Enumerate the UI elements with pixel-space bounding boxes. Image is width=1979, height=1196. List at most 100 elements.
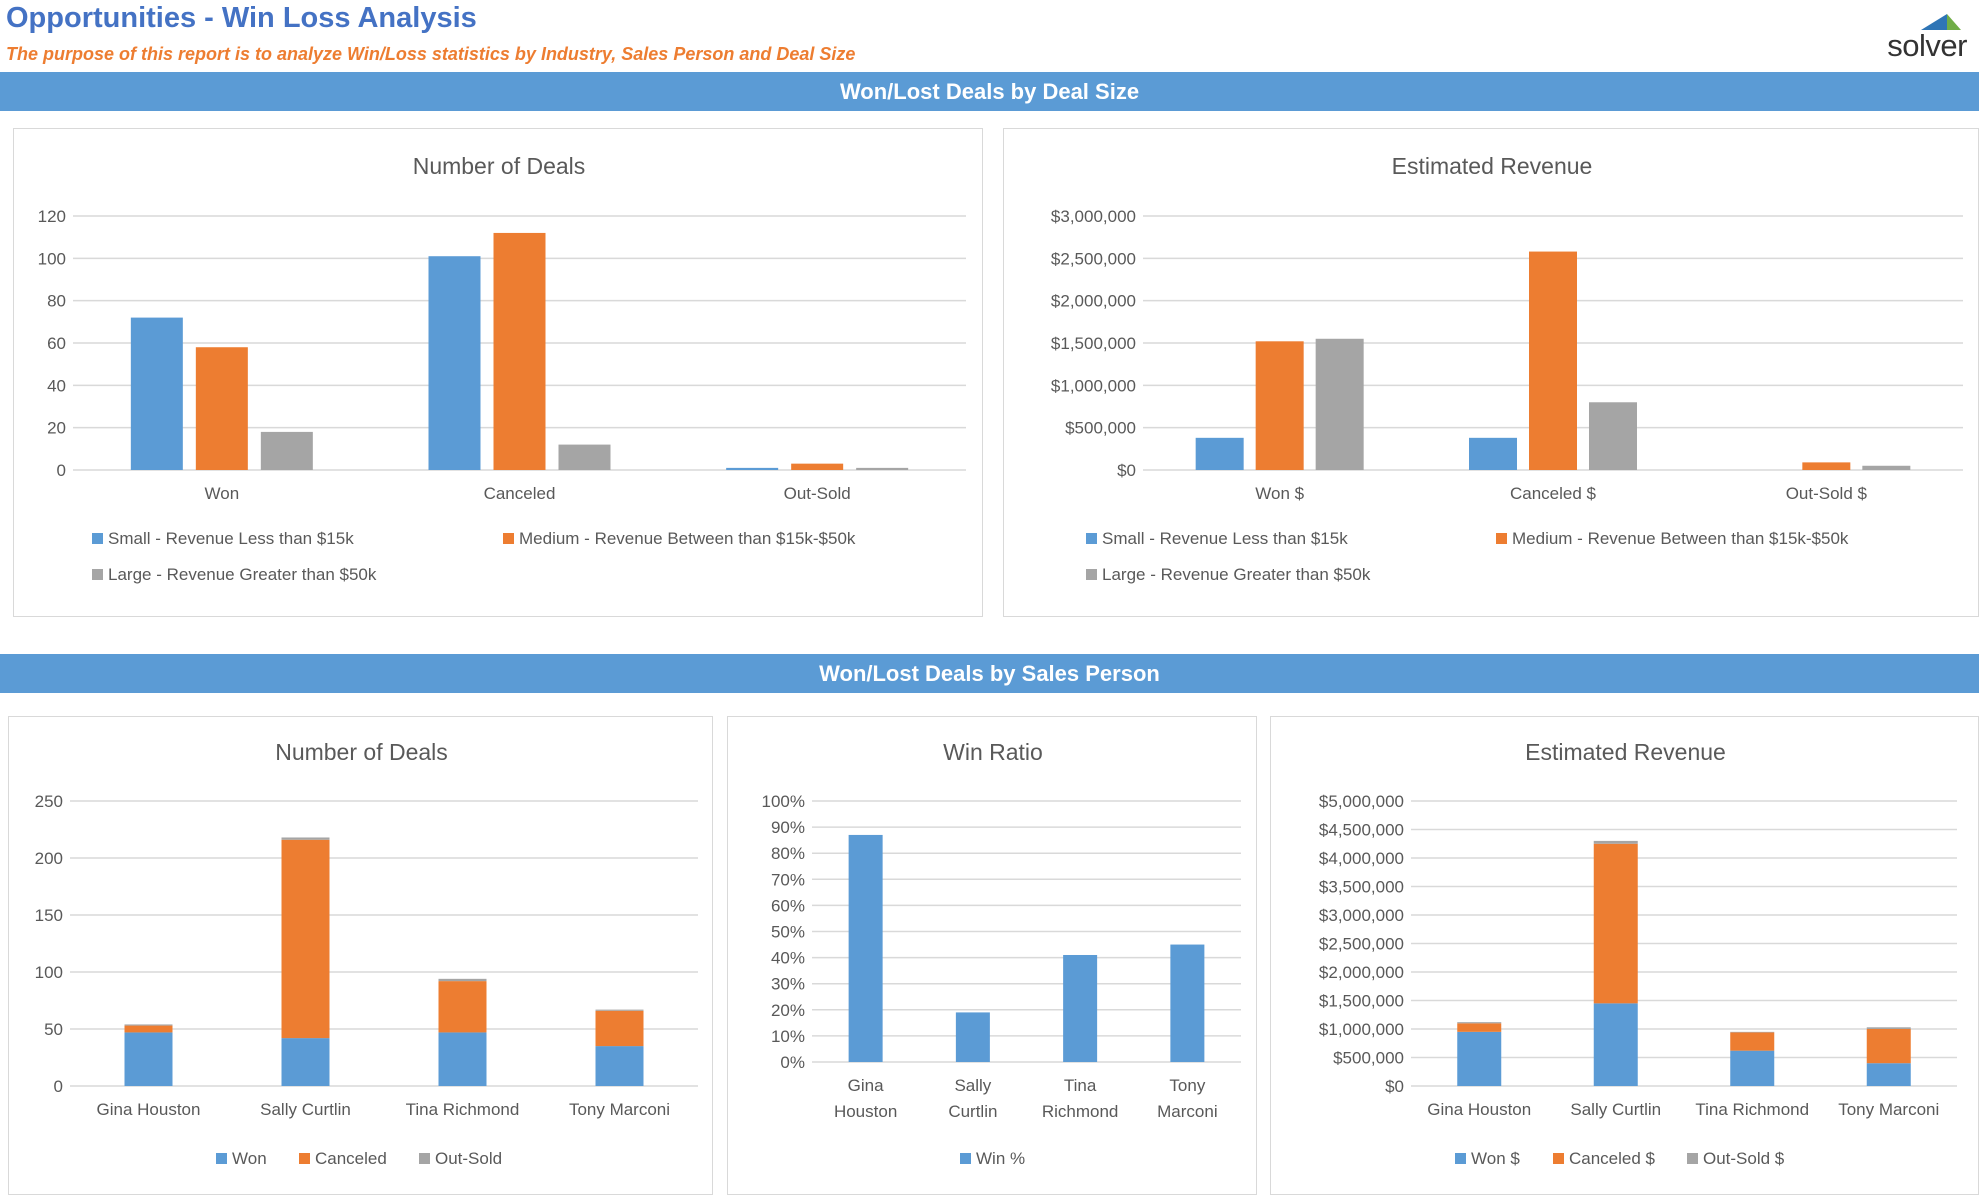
bar-won--1 <box>1593 1003 1638 1086</box>
chart-panel-revenue-by-person: Estimated Revenue $0 $500,000 $1,000,000 $1,… <box>1270 716 1979 1195</box>
bar-canceled-2 <box>438 981 487 1033</box>
bar-out-sold-0 <box>124 1024 173 1026</box>
legend-label: Canceled $ <box>1569 1149 1656 1168</box>
legend-label: Small - Revenue Less than $15k <box>1102 529 1348 548</box>
bar-out-sold--1 <box>1593 840 1638 844</box>
category-label: Tony Marconi <box>1838 1100 1939 1119</box>
bar-won-3 <box>595 1046 644 1086</box>
y-tick-label: $1,000,000 <box>1051 376 1136 395</box>
bar-series0-1 <box>428 256 481 470</box>
bar-out-sold--0 <box>1457 1022 1502 1024</box>
chart-title: Estimated Revenue <box>1392 153 1593 179</box>
chart-deals-by-person: Number of Deals 0 50 100 150 200 250 Gina Houst… <box>35 739 698 1168</box>
category-label: Gina Houston <box>834 1076 897 1121</box>
bar-canceled--3 <box>1866 1029 1911 1064</box>
category-label: Tina Richmond <box>406 1100 520 1119</box>
chart-panel-win-ratio: Win Ratio 0% 10% 20% 30% 40% 50% 60% 70% 80% 90% 10… <box>727 716 1257 1195</box>
bar-won--0 <box>1457 1031 1502 1086</box>
y-tick-label: 40 <box>47 376 66 395</box>
category-label: Tony Marconi <box>1157 1076 1217 1121</box>
bar-series1-1 <box>493 232 546 470</box>
bar-canceled-1 <box>281 839 330 1039</box>
category-label: Tina Richmond <box>1042 1076 1119 1121</box>
bar-won--3 <box>1866 1063 1911 1086</box>
category-label: Won <box>205 484 240 503</box>
legend-swatch <box>960 1153 971 1164</box>
bar-won--2 <box>1730 1050 1775 1086</box>
bar-canceled-3 <box>595 1010 644 1047</box>
bar-series1-0 <box>1255 341 1304 470</box>
bar-out-sold-3 <box>595 1009 644 1011</box>
category-label: Gina Houston <box>97 1100 201 1119</box>
bar-out-sold-1 <box>281 837 330 840</box>
legend-swatch <box>1455 1153 1466 1164</box>
category-label: Sally Curtlin <box>1570 1100 1661 1119</box>
bar-canceled--1 <box>1593 843 1638 1004</box>
y-tick-label: 20% <box>771 1001 805 1020</box>
bar-series2-1 <box>1589 402 1637 470</box>
logo-text: solver <box>1887 28 1967 63</box>
logo-triangle-icon <box>1921 14 1961 30</box>
y-tick-label: $4,000,000 <box>1319 849 1404 868</box>
bar-series2-1 <box>558 444 611 470</box>
page-subtitle: The purpose of this report is to analyze… <box>6 44 856 64</box>
section-banner-sales-person: Won/Lost Deals by Sales Person <box>0 654 1979 693</box>
y-tick-label: $2,000,000 <box>1319 963 1404 982</box>
y-tick-label: $500,000 <box>1333 1049 1404 1068</box>
chart-title: Estimated Revenue <box>1525 739 1726 765</box>
category-label: Out-Sold $ <box>1786 484 1868 503</box>
legend-swatch <box>503 533 514 544</box>
solver-logo: solver <box>1867 10 1967 65</box>
y-tick-label: 70% <box>771 870 805 889</box>
bar-win--1 <box>955 1012 990 1062</box>
category-label: Tony Marconi <box>569 1100 670 1119</box>
y-tick-label: 80% <box>771 844 805 863</box>
y-tick-label: $4,500,000 <box>1319 821 1404 840</box>
legend-swatch <box>419 1153 430 1164</box>
legend-label: Out-Sold $ <box>1703 1149 1785 1168</box>
legend-swatch <box>1687 1153 1698 1164</box>
y-tick-label: $1,500,000 <box>1051 334 1136 353</box>
y-tick-label: $3,000,000 <box>1319 906 1404 925</box>
y-tick-label: 100% <box>762 792 805 811</box>
y-tick-label: 40% <box>771 949 805 968</box>
bar-series2-0 <box>1315 338 1364 470</box>
legend-label: Win % <box>976 1149 1025 1168</box>
page-title: Opportunities - Win Loss Analysis <box>6 2 477 34</box>
y-tick-label: 0 <box>57 461 66 480</box>
y-tick-label: $1,000,000 <box>1319 1020 1404 1039</box>
legend-swatch <box>1086 569 1097 580</box>
y-tick-label: 250 <box>35 792 63 811</box>
y-tick-label: 60 <box>47 334 66 353</box>
bar-out-sold-2 <box>438 978 487 982</box>
bar-series1-1 <box>1529 251 1577 470</box>
y-tick-label: $5,000,000 <box>1319 792 1404 811</box>
bar-series0-0 <box>130 317 183 470</box>
bar-series2-2 <box>856 467 909 470</box>
legend-swatch <box>92 569 103 580</box>
chart-win-ratio: Win Ratio 0% 10% 20% 30% 40% 50% 60% 70% 80% 90% 10… <box>762 739 1241 1168</box>
y-tick-label: 60% <box>771 896 805 915</box>
y-tick-label: $3,500,000 <box>1319 878 1404 897</box>
legend-swatch <box>92 533 103 544</box>
legend-swatch <box>1496 533 1507 544</box>
bar-series0-2 <box>726 467 779 470</box>
bar-series2-2 <box>1862 465 1911 470</box>
legend-label: Out-Sold <box>435 1149 502 1168</box>
bar-canceled--2 <box>1730 1032 1775 1051</box>
bar-series1-0 <box>195 347 248 470</box>
category-label: Gina Houston <box>1427 1100 1531 1119</box>
y-tick-label: 10% <box>771 1027 805 1046</box>
y-tick-label: 100 <box>35 963 63 982</box>
legend-swatch <box>1553 1153 1564 1164</box>
category-label: Sally Curtlin <box>260 1100 351 1119</box>
chart-panel-deals-by-person: Number of Deals 0 50 100 150 200 250 Gina Houst… <box>8 716 713 1195</box>
legend-label: Large - Revenue Greater than $50k <box>1102 565 1371 584</box>
y-tick-label: $1,500,000 <box>1319 992 1404 1011</box>
category-label: Canceled <box>484 484 556 503</box>
legend-label: Small - Revenue Less than $15k <box>108 529 354 548</box>
section-banner-deal-size: Won/Lost Deals by Deal Size <box>0 72 1979 111</box>
y-tick-label: 20 <box>47 419 66 438</box>
bar-series2-0 <box>260 431 313 470</box>
y-tick-label: $0 <box>1117 461 1136 480</box>
